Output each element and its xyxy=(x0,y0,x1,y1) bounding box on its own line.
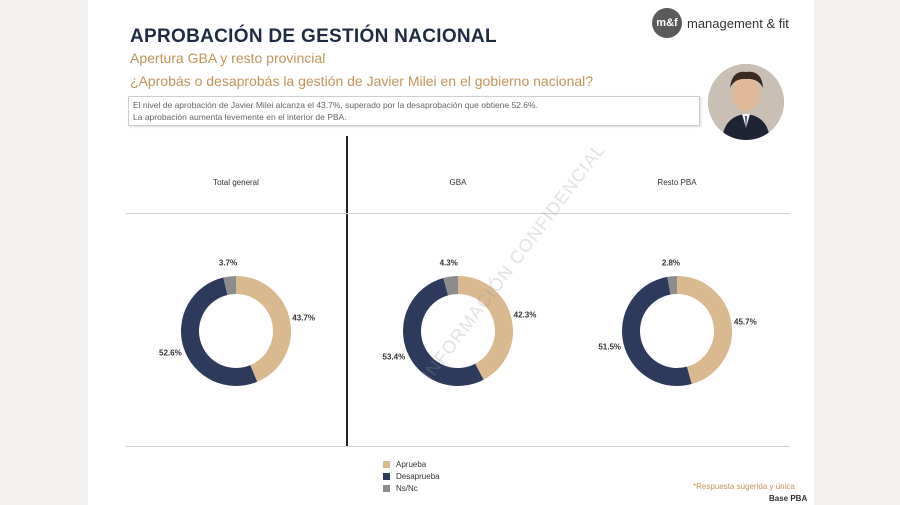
slide: APROBACIÓN DE GESTIÓN NACIONAL Apertura … xyxy=(88,0,814,505)
data-label-total-nsnc: 3.7% xyxy=(219,258,237,267)
column-title-resto: Resto PBA xyxy=(657,178,697,187)
data-label-total-desaprueba: 52.6% xyxy=(159,348,182,357)
page-subtitle: Apertura GBA y resto provincial xyxy=(130,50,326,66)
portrait-photo xyxy=(708,64,784,140)
donut-slice-gba-nsnc xyxy=(443,276,459,296)
page-title: APROBACIÓN DE GESTIÓN NACIONAL xyxy=(130,26,497,47)
donut-slice-resto-nsnc xyxy=(667,276,678,295)
data-label-resto-nsnc: 2.8% xyxy=(662,258,680,267)
legend: Aprueba Desaprueba Ns/Nc xyxy=(383,458,440,494)
data-label-gba-nsnc: 4.3% xyxy=(440,259,458,268)
footnote: *Respuesta sugerida y única xyxy=(693,482,795,491)
donut-slice-total-nsnc xyxy=(223,276,237,296)
data-label-total-aprueba: 43.7% xyxy=(292,313,315,322)
summary-box: El nivel de aprobación de Javier Milei a… xyxy=(128,96,700,126)
column-title-total: Total general xyxy=(213,178,259,187)
data-label-gba-desaprueba: 53.4% xyxy=(383,352,406,361)
legend-label-desaprueba: Desaprueba xyxy=(396,471,440,481)
legend-label-nsnc: Ns/Nc xyxy=(396,483,418,493)
legend-item-desaprueba: Desaprueba xyxy=(383,470,440,482)
portrait-icon xyxy=(708,64,784,140)
legend-swatch-nsnc xyxy=(383,484,390,492)
legend-swatch-desaprueba xyxy=(383,472,390,480)
legend-swatch-aprueba xyxy=(383,460,390,468)
donut-slice-total-desaprueba xyxy=(181,277,258,386)
data-label-resto-desaprueba: 51.5% xyxy=(598,342,621,351)
donut-charts: 43.7% 52.6% 3.7% 42.3% 53.4% 4.3% 45.7% 51.5% 2.… xyxy=(159,258,757,386)
column-title-gba: GBA xyxy=(449,178,467,187)
summary-line-1: El nivel de aprobación de Javier Milei a… xyxy=(133,100,538,110)
survey-question: ¿Aprobás o desaprobás la gestión de Javi… xyxy=(130,73,594,89)
donut-slice-gba-aprueba xyxy=(457,276,513,380)
header-divider xyxy=(126,213,790,214)
donut-slice-resto-desaprueba xyxy=(622,276,692,386)
column-divider xyxy=(346,136,348,446)
legend-item-nsnc: Ns/Nc xyxy=(383,482,440,494)
donut-slice-total-aprueba xyxy=(235,276,291,382)
brand-logo: m&f management & fit xyxy=(652,8,789,38)
summary-line-2: La aprobación aumenta levemente en el in… xyxy=(133,112,347,122)
logo-mark: m&f xyxy=(652,8,682,38)
data-label-gba-aprueba: 42.3% xyxy=(514,310,537,319)
base-label: Base PBA xyxy=(769,494,808,503)
legend-item-aprueba: Aprueba xyxy=(383,458,440,470)
data-label-resto-aprueba: 45.7% xyxy=(734,318,757,327)
donut-slice-gba-desaprueba xyxy=(403,277,484,386)
bottom-divider xyxy=(126,446,790,447)
logo-text: management & fit xyxy=(687,15,789,31)
legend-label-aprueba: Aprueba xyxy=(396,459,427,469)
donut-slice-resto-aprueba xyxy=(676,276,732,385)
